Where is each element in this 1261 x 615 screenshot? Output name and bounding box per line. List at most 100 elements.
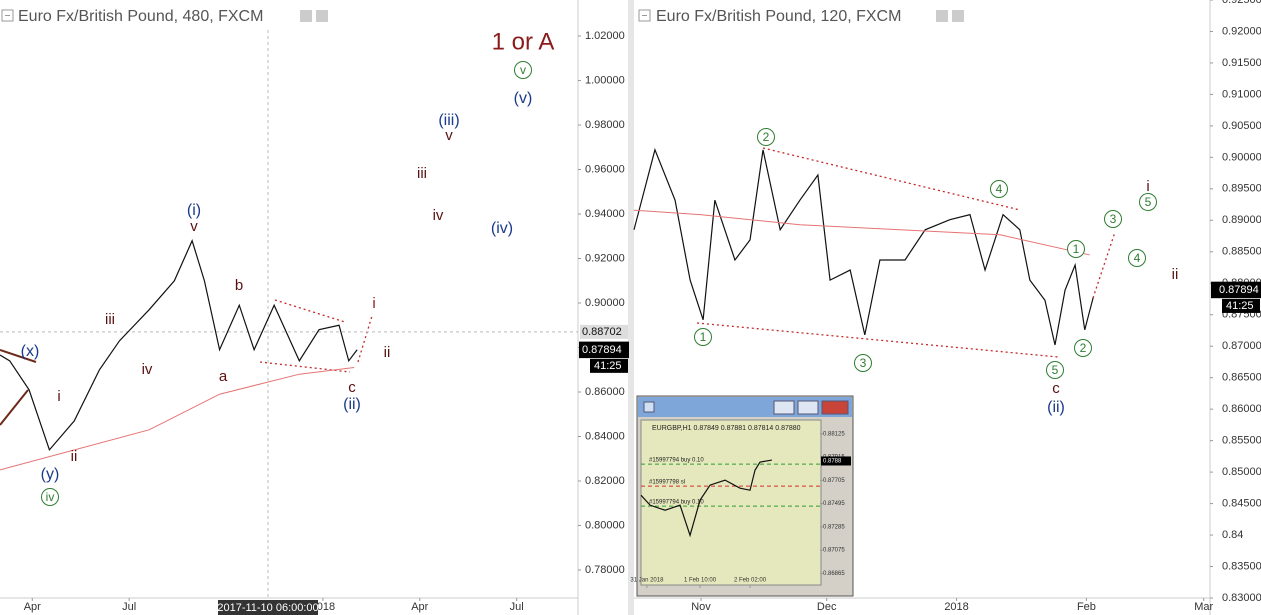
inset-window	[636, 395, 854, 597]
y-tick-label: 0.86500	[1222, 372, 1261, 384]
settings-icon[interactable]	[952, 10, 964, 22]
y-tick-label: 0.88125	[823, 431, 845, 437]
y-tick-label: 0.86000	[585, 386, 625, 398]
y-tick-label: 0.87705	[823, 478, 845, 484]
price-line	[633, 147, 1094, 346]
wave-label: (iii)	[438, 112, 459, 129]
wave-label: 1 or A	[492, 28, 555, 55]
wave-label: c	[1052, 380, 1060, 397]
price-line	[633, 209, 1090, 256]
y-tick-label: 0.80000	[585, 519, 625, 531]
y-tick-label: 0.87075	[823, 548, 845, 554]
wave-circle	[1046, 361, 1064, 379]
wave-label: (ii)	[343, 396, 361, 413]
close-button[interactable]	[821, 400, 849, 415]
wave-label: 1	[700, 330, 707, 344]
window-icon	[643, 401, 655, 413]
wave-label: iv	[142, 361, 153, 378]
wave-label: iii	[417, 165, 427, 182]
y-tick-label: 0.84000	[585, 430, 625, 442]
settings-icon[interactable]	[300, 10, 312, 22]
crosshair-date-box	[218, 600, 319, 615]
y-tick-label: 0.83500	[1222, 560, 1261, 572]
wave-label: ii	[384, 344, 391, 361]
title-bar-left	[1, 9, 328, 22]
inset-title: EURGBP,H1 0.87849 0.87881 0.87814 0.8788…	[652, 425, 801, 432]
x-tick-label: Nov	[691, 601, 711, 613]
wave-label: ii	[71, 448, 78, 465]
y-tick-label: 0.84500	[1222, 497, 1261, 509]
x-tick-label: Mar	[1194, 601, 1213, 613]
settings-icon[interactable]	[316, 10, 328, 22]
y-tick-label: 0.89500	[1222, 183, 1261, 195]
x-tick-label: Jul	[122, 601, 136, 613]
y-tick-label: 1.00000	[585, 74, 625, 86]
wave-circle	[694, 328, 712, 346]
wave-label: 3	[1110, 212, 1117, 226]
wave-circle	[41, 488, 59, 506]
chart-title: Euro Fx/British Pound, 480, FXCM	[18, 8, 263, 25]
y-tick-label: 0.91500	[1222, 57, 1261, 69]
wave-label: 5	[1145, 195, 1152, 209]
collapse-icon[interactable]	[638, 9, 651, 22]
y-tick-label: 0.90000	[1222, 151, 1261, 163]
last-price-box	[821, 456, 851, 466]
x-tick-label: Feb	[1077, 601, 1096, 613]
wave-circle	[1104, 210, 1122, 228]
y-tick-label: 0.85500	[1222, 435, 1261, 447]
order-label: #15997794 buy 0.10	[649, 458, 704, 464]
wave-lines	[0, 349, 37, 426]
window-titlebar	[638, 397, 852, 417]
y-tick-label: 0.78000	[585, 564, 625, 576]
x-tick-label: Apr	[411, 601, 428, 613]
order-label: #15997794 buy 0.10	[649, 500, 704, 506]
wave-label: i	[1146, 178, 1149, 195]
x-tick-label: 31 Jan 2018	[630, 578, 664, 584]
last-price: 0.8788	[823, 459, 842, 465]
title-bar-right	[638, 9, 964, 22]
y-tick-label: 0.94000	[585, 208, 625, 220]
price-line	[0, 367, 355, 471]
wave-label: c	[348, 379, 356, 396]
wave-label: (i)	[187, 202, 201, 219]
y-tick-label: 0.88500	[1222, 246, 1261, 258]
y-tick-label: 0.90500	[1222, 120, 1261, 132]
minimize-button[interactable]	[773, 400, 795, 415]
crosshair-price: 0.88702	[582, 326, 622, 338]
panel-divider	[628, 0, 634, 615]
y-tick-label: 0.87000	[1222, 340, 1261, 352]
y-tick-label: 0.83000	[1222, 592, 1261, 604]
wave-label: i	[57, 388, 60, 405]
y-tick-label: 0.92000	[1222, 25, 1261, 37]
wave-label: v	[190, 218, 198, 235]
wave-circle	[990, 180, 1008, 198]
wave-circle	[1139, 193, 1157, 211]
x-tick-label: 2018	[944, 601, 968, 613]
wave-label: (v)	[514, 90, 533, 107]
wave-label: a	[219, 368, 228, 385]
wave-label: 5	[1052, 363, 1059, 377]
wave-circle	[854, 354, 872, 372]
crosshair-price-box	[580, 324, 628, 339]
wave-circle	[757, 128, 775, 146]
wave-label: iv	[433, 207, 444, 224]
settings-icon[interactable]	[936, 10, 948, 22]
y-tick-label: 0.84	[1222, 529, 1243, 541]
wave-label: 2	[763, 130, 770, 144]
collapse-icon[interactable]	[1, 9, 14, 22]
wave-label: i	[372, 295, 375, 312]
wave-label: 2	[1080, 341, 1087, 355]
wave-label: (y)	[41, 466, 60, 483]
maximize-button[interactable]	[797, 400, 819, 415]
countdown: 41:25	[594, 360, 622, 372]
inset-plot	[640, 419, 822, 586]
y-tick-label: 0.96000	[585, 163, 625, 175]
wave-label: (iv)	[491, 220, 513, 237]
last-price: 0.87894	[1219, 284, 1259, 296]
wave-label: 3	[860, 356, 867, 370]
wave-label: iv	[46, 490, 55, 504]
x-tick-label: 2 Feb 02:00	[734, 578, 767, 584]
wave-circle	[514, 61, 532, 79]
countdown: 41:25	[1226, 300, 1254, 312]
